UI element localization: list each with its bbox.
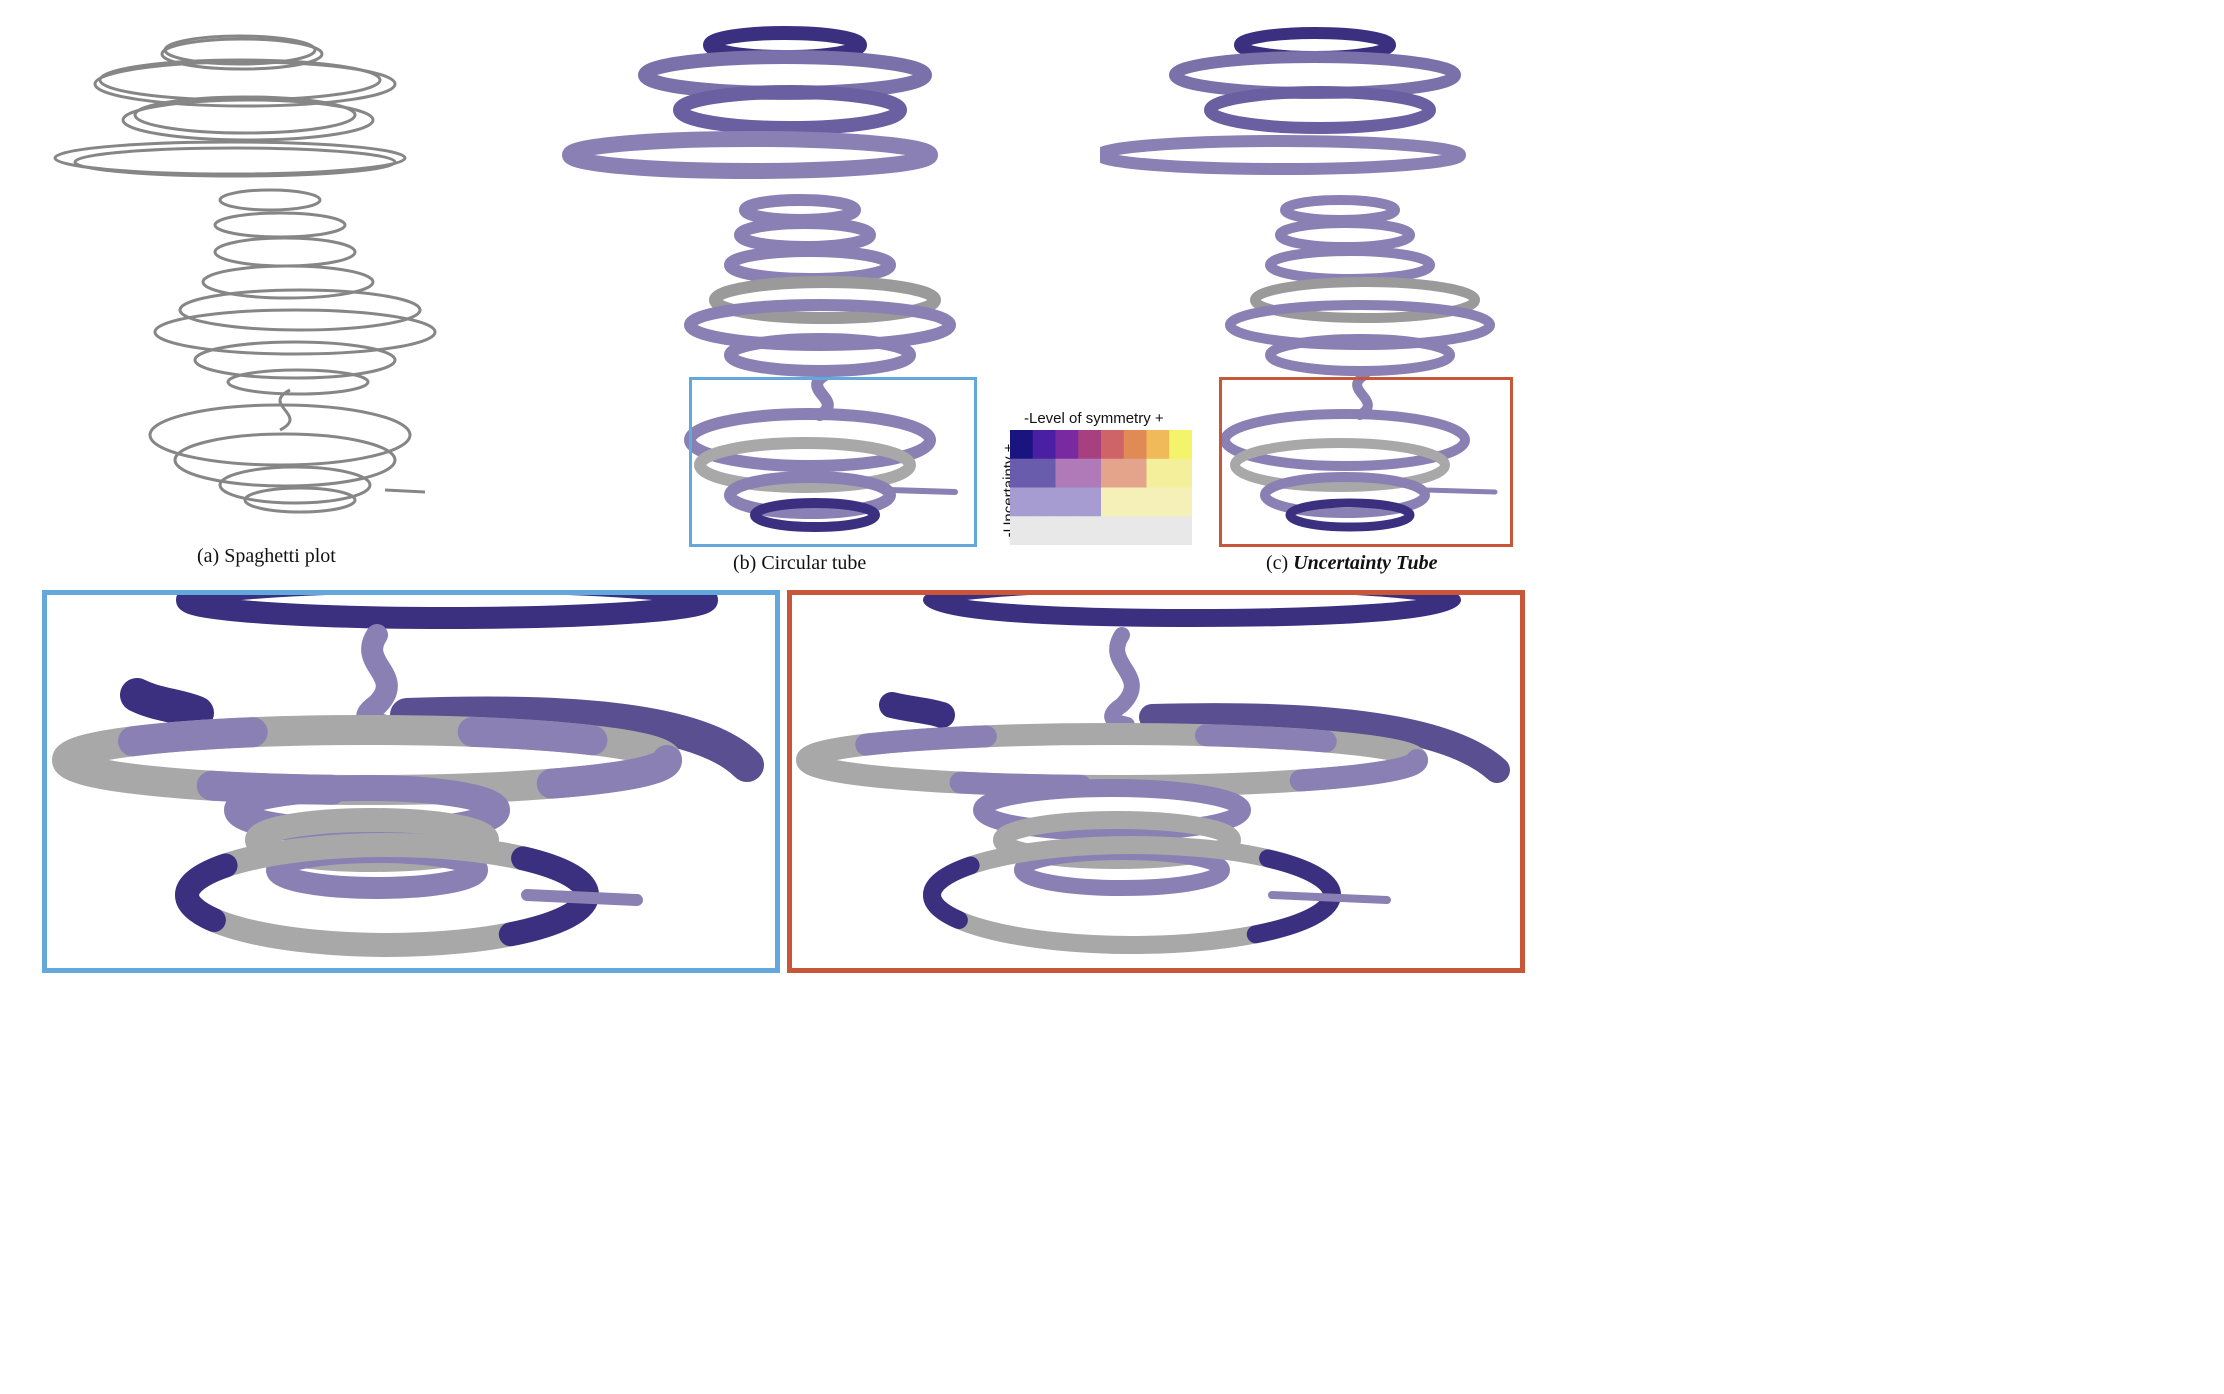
legend-cell xyxy=(1055,516,1079,545)
color-legend: -Level of symmetry + -Uncertainty + xyxy=(996,410,1196,550)
caption-c-emphasis: Uncertainty Tube xyxy=(1293,552,1438,574)
legend-cell xyxy=(1101,516,1125,545)
spaghetti-plot xyxy=(30,20,450,540)
legend-cell xyxy=(1055,458,1079,488)
legend-cell xyxy=(1169,487,1192,517)
legend-cell xyxy=(1146,458,1170,488)
zoom-panel-circular-tube xyxy=(42,590,780,973)
legend-cell xyxy=(1078,516,1102,545)
caption-c-prefix: (c) xyxy=(1266,552,1294,574)
legend-title: -Level of symmetry + xyxy=(1024,410,1164,427)
legend-cell xyxy=(1123,430,1147,460)
circular-tube-render xyxy=(560,20,1000,540)
legend-cell xyxy=(1032,487,1056,517)
legend-cell xyxy=(1010,430,1034,460)
legend-cell xyxy=(1146,430,1170,460)
legend-color-grid xyxy=(1010,430,1192,545)
legend-cell xyxy=(1055,487,1079,517)
legend-cell xyxy=(1101,430,1125,460)
legend-cell xyxy=(1101,458,1125,488)
legend-cell xyxy=(1169,458,1192,488)
caption-b: (b) Circular tube xyxy=(733,552,867,574)
legend-cell xyxy=(1123,516,1147,545)
zoom-region-blue-marker xyxy=(689,377,977,547)
legend-cell xyxy=(1032,430,1056,460)
legend-cell xyxy=(1055,430,1079,460)
caption-c: (c) Uncertainty Tube xyxy=(1266,552,1437,575)
caption-a: (a) Spaghetti plot xyxy=(197,545,336,567)
legend-cell xyxy=(1032,458,1056,488)
uncertainty-tube-render xyxy=(1100,20,1540,540)
legend-cell xyxy=(1078,487,1102,517)
legend-cell xyxy=(1146,487,1170,517)
legend-cell xyxy=(1010,458,1034,488)
legend-cell xyxy=(1078,458,1102,488)
zoom-panel-uncertainty-tube xyxy=(787,590,1525,973)
legend-cell xyxy=(1146,516,1170,545)
legend-cell xyxy=(1101,487,1125,517)
legend-cell xyxy=(1010,516,1034,545)
legend-cell xyxy=(1032,516,1056,545)
legend-cell xyxy=(1123,487,1147,517)
legend-cell xyxy=(1123,458,1147,488)
legend-cell xyxy=(1169,430,1192,460)
legend-cell xyxy=(1169,516,1192,545)
legend-cell xyxy=(1010,487,1034,517)
legend-cell xyxy=(1078,430,1102,460)
zoom-region-orange-marker xyxy=(1219,377,1513,547)
